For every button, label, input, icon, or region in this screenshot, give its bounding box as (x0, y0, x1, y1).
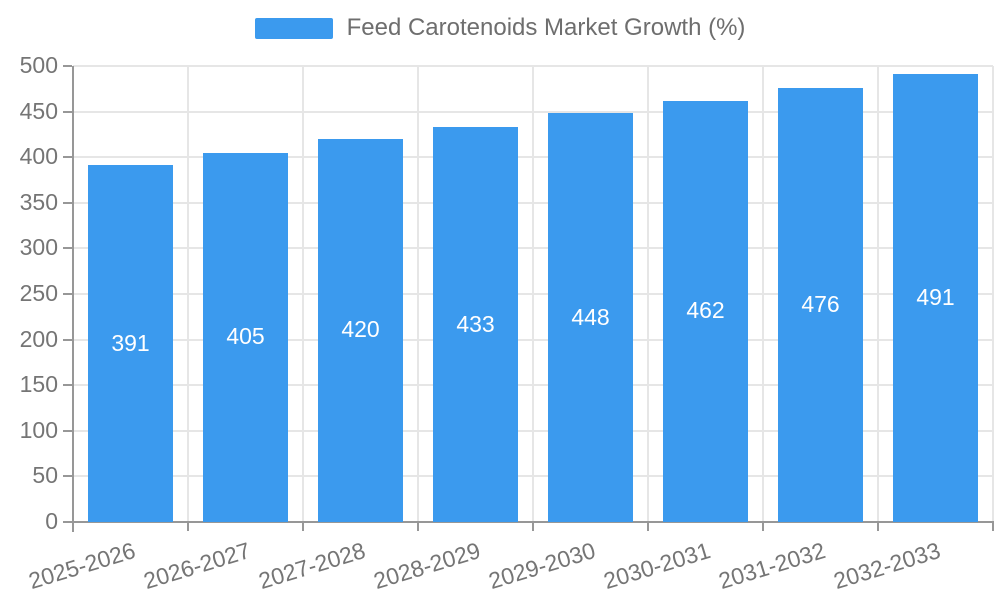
legend-swatch (254, 17, 333, 39)
x-axis-tick (417, 522, 419, 531)
gridline-vertical (302, 66, 304, 522)
y-axis-tick-label: 0 (45, 508, 58, 534)
x-axis-tick (187, 522, 189, 531)
bar[interactable] (893, 74, 978, 522)
x-axis-tick (532, 522, 534, 531)
bar-value-label: 448 (571, 303, 610, 330)
y-axis-tick-label: 100 (19, 416, 58, 443)
y-axis-tick (63, 247, 72, 250)
y-axis-tick (63, 384, 72, 387)
y-axis-tick-label: 300 (19, 234, 58, 261)
y-axis-tick (63, 429, 72, 432)
bar[interactable] (318, 138, 403, 522)
y-axis-tick (63, 293, 72, 295)
bar-value-label: 433 (456, 310, 495, 337)
gridline-vertical (762, 66, 764, 522)
y-axis-tick-label: 400 (19, 143, 58, 170)
y-axis-tick (63, 201, 72, 204)
bar[interactable] (88, 165, 173, 522)
bar-value-label: 420 (341, 316, 380, 343)
y-axis-tick-label: 350 (19, 188, 58, 215)
gridline-vertical (417, 66, 419, 522)
x-axis-tick (647, 522, 649, 531)
y-axis-tick-label: 200 (19, 325, 58, 352)
y-axis-tick (63, 65, 72, 67)
x-axis-tick (762, 522, 764, 531)
bar[interactable] (778, 87, 863, 522)
x-axis-tick (302, 522, 304, 531)
bar-value-label: 391 (111, 329, 150, 356)
y-axis-tick (63, 156, 72, 159)
bar-value-label: 476 (801, 290, 840, 317)
x-axis-tick (72, 522, 74, 531)
y-axis-tick-label: 250 (19, 280, 58, 306)
x-axis-tick (992, 522, 994, 531)
gridline-vertical (647, 66, 649, 522)
bar-value-label: 405 (226, 323, 265, 350)
bar[interactable] (663, 100, 748, 522)
y-axis-tick (63, 521, 72, 523)
y-axis-tick (63, 475, 72, 478)
y-axis-tick-label: 50 (32, 462, 58, 489)
legend-label: Feed Carotenoids Market Growth (%) (346, 14, 746, 41)
gridline-vertical (992, 66, 994, 522)
bar[interactable] (548, 113, 633, 522)
y-axis-line (72, 66, 74, 532)
bar[interactable] (433, 127, 518, 522)
y-axis-tick (63, 110, 72, 113)
bar-value-label: 491 (916, 284, 955, 311)
legend-item[interactable]: Feed Carotenoids Market Growth (%) (0, 14, 1000, 42)
y-axis-tick-label: 450 (19, 97, 58, 124)
x-axis-tick (877, 522, 879, 531)
bar-value-label: 462 (686, 297, 725, 324)
y-axis-tick-label: 500 (19, 52, 58, 78)
gridline-vertical (877, 66, 879, 522)
gridline-vertical (532, 66, 534, 522)
bar[interactable] (203, 152, 288, 522)
y-axis-tick-label: 150 (19, 371, 58, 398)
y-axis-tick (63, 338, 72, 341)
gridline-vertical (187, 66, 189, 522)
